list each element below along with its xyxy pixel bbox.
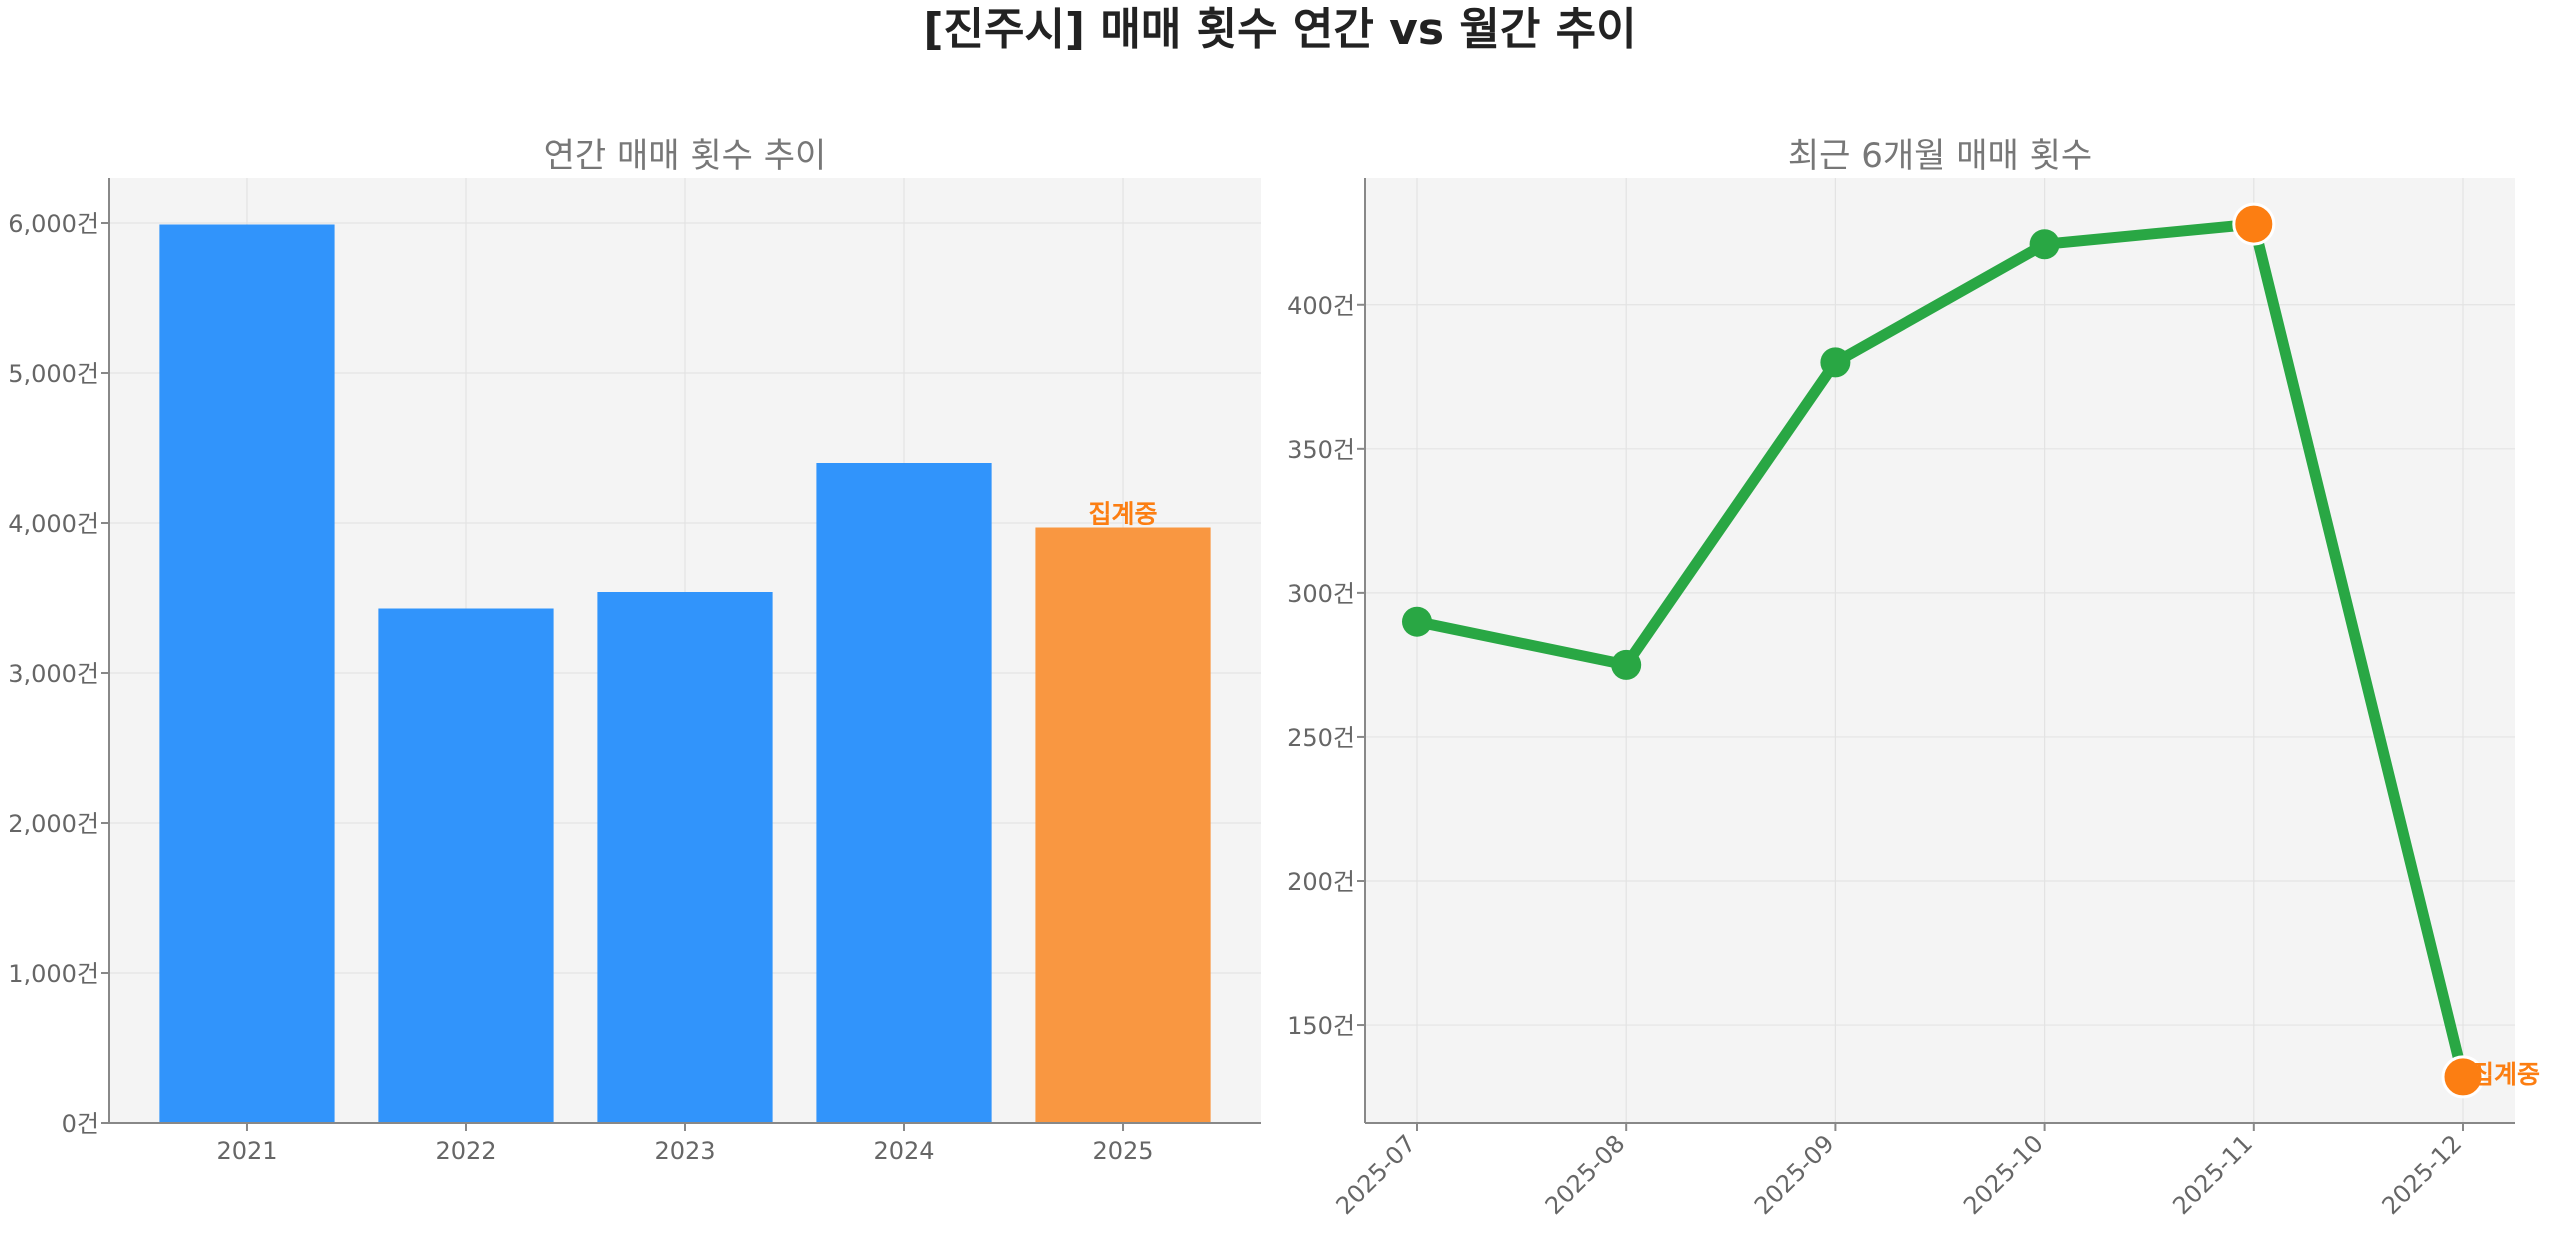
line-point-2025-09 [1820, 347, 1851, 378]
line-y-tick-label: 350건 [1287, 436, 1355, 464]
line-y-tick-label: 300건 [1287, 580, 1355, 608]
line-chart-title: 최근 6개월 매매 횟수 [1788, 136, 2092, 176]
line-x-tick-label: 2025-08 [1540, 1129, 1631, 1220]
figure-title: [진주시] 매매 횟수 연간 vs 월간 추이 [923, 4, 1636, 55]
bar-x-tick-label: 2022 [435, 1137, 496, 1165]
bar-marks [159, 224, 1211, 1123]
bar-x-ticks: 2021 2022 2023 2024 2025 [216, 1123, 1154, 1165]
line-y-tick-label: 400건 [1287, 292, 1355, 320]
line-markers [1402, 202, 2485, 1099]
bar-x-tick-label: 2025 [1092, 1137, 1153, 1165]
bar-2024 [816, 463, 992, 1123]
annual-bar-chart: 0건 1,000건 2,000건 3,000건 4,000건 5,000건 6,000건 2… [8, 136, 1261, 1165]
bar-y-ticks: 0건 1,000건 2,000건 3,000건 4,000건 5,000건 6,000건 [8, 210, 109, 1138]
bar-chart-title: 연간 매매 횟수 추이 [544, 136, 827, 176]
line-series [1411, 218, 2469, 1083]
line-point-2025-10 [2029, 229, 2060, 260]
line-point-2025-12 [2441, 1055, 2485, 1099]
bar-y-tick-label: 1,000건 [8, 960, 99, 988]
line-x-tick-label: 2025-09 [1749, 1129, 1840, 1220]
line-point-2025-07 [1402, 606, 1432, 637]
bar-2025 [1035, 527, 1211, 1123]
line-point-2025-11 [2232, 202, 2276, 246]
line-x-tick-label: 2025-11 [2167, 1129, 2258, 1220]
line-x-tick-label: 2025-12 [2377, 1129, 2468, 1220]
line-x-tick-label: 2025-10 [1958, 1129, 2049, 1220]
line-gridlines [1365, 178, 2515, 1123]
line-y-tick-label: 250건 [1287, 724, 1355, 752]
bar-y-tick-label: 4,000건 [8, 510, 99, 538]
line-annotation: 집계중 [2471, 1060, 2540, 1089]
bar-x-tick-label: 2021 [216, 1137, 277, 1165]
bar-y-tick-label: 3,000건 [8, 660, 99, 688]
bar-annotation: 집계중 [1089, 500, 1158, 529]
line-point-2025-08 [1611, 649, 1642, 680]
line-x-tick-label: 2025-07 [1331, 1129, 1422, 1220]
bar-2023 [597, 592, 773, 1123]
bar-2021 [159, 224, 335, 1123]
bar-x-tick-label: 2024 [873, 1137, 934, 1165]
bar-y-tick-label: 6,000건 [8, 210, 99, 238]
line-y-tick-label: 150건 [1287, 1012, 1355, 1040]
line-y-ticks: 150건 200건 250건 300건 350건 400건 [1287, 292, 1365, 1040]
bar-y-tick-label: 0건 [62, 1110, 99, 1138]
bar-y-tick-label: 5,000건 [8, 360, 99, 388]
bar-y-tick-label: 2,000건 [8, 810, 99, 838]
line-x-ticks: 2025-07 2025-08 2025-09 2025-10 2025-11 2025-… [1331, 1123, 2468, 1220]
bar-x-tick-label: 2023 [654, 1137, 715, 1165]
bar-2022 [378, 608, 554, 1123]
line-y-tick-label: 200건 [1287, 868, 1355, 896]
